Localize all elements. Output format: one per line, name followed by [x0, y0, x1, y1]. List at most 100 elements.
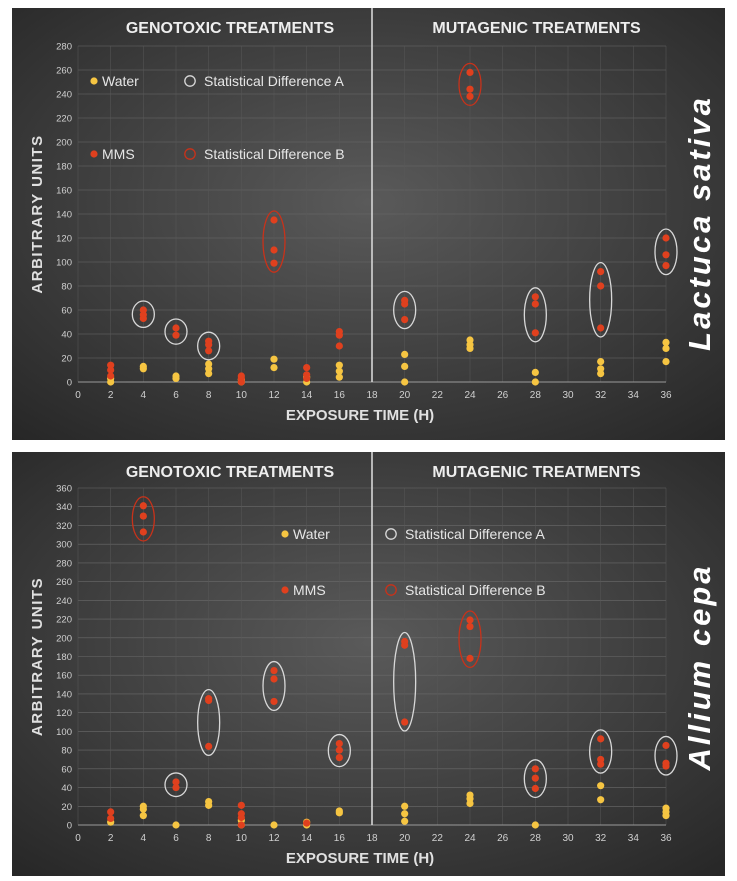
y-tick-label: 320 [56, 521, 72, 532]
x-tick-label: 26 [497, 390, 509, 401]
data-point-mms [597, 268, 605, 276]
data-point-water [662, 804, 670, 812]
x-tick-label: 4 [141, 833, 147, 844]
x-tick-label: 18 [366, 833, 378, 844]
y-tick-label: 260 [56, 66, 72, 77]
x-tick-label: 0 [75, 390, 81, 401]
data-point-mms [139, 306, 147, 314]
data-point-mms [205, 742, 213, 750]
significance-ellipse-a [164, 772, 188, 798]
x-tick-label: 32 [595, 390, 607, 401]
data-point-mms [531, 329, 539, 337]
data-point-water [597, 796, 605, 804]
significance-ellipse-b [458, 62, 482, 107]
data-point-mms [466, 616, 474, 624]
data-point-mms [531, 774, 539, 782]
data-point-mms [172, 778, 180, 786]
x-tick-label: 24 [464, 390, 476, 401]
x-tick-label: 4 [141, 390, 147, 401]
significance-ellipse-a [654, 735, 678, 776]
data-point-water [401, 817, 409, 825]
data-point-mms [237, 372, 245, 380]
y-tick-label: 140 [56, 689, 72, 700]
x-tick-label: 36 [660, 833, 672, 844]
y-tick-label: 180 [56, 652, 72, 663]
x-tick-label: 30 [562, 833, 574, 844]
legend-water-label: Water [102, 73, 139, 89]
data-point-mms [466, 85, 474, 93]
data-point-mms [270, 666, 278, 675]
x-tick-label: 10 [236, 390, 248, 401]
legend-diff-a-marker [184, 75, 196, 87]
data-point-mms [172, 783, 180, 792]
x-tick-label: 16 [334, 390, 346, 401]
y-tick-label: 280 [56, 42, 72, 53]
y-tick-label: 340 [56, 502, 72, 513]
y-tick-label: 80 [61, 282, 72, 293]
data-point-mms [270, 259, 278, 267]
y-tick-label: 60 [61, 306, 72, 317]
data-point-water [335, 367, 343, 375]
data-point-mms [662, 741, 670, 750]
data-point-mms [303, 371, 311, 379]
y-tick-label: 20 [61, 354, 72, 365]
y-tick-label: 220 [56, 114, 72, 125]
significance-ellipse-a [589, 729, 613, 774]
data-point-water [466, 336, 474, 344]
data-point-mms [662, 234, 670, 242]
data-point-mms [466, 92, 474, 100]
x-tick-label: 20 [399, 833, 411, 844]
y-tick-label: 120 [56, 708, 72, 719]
y-tick-label: 160 [56, 671, 72, 682]
y-tick-label: 260 [56, 577, 72, 588]
x-tick-label: 18 [366, 390, 378, 401]
data-point-water [205, 360, 213, 368]
data-point-water [335, 807, 343, 815]
chart-background [12, 452, 725, 876]
data-point-water [662, 358, 670, 366]
data-point-mms [662, 262, 670, 270]
data-point-water [172, 821, 180, 829]
data-point-water [139, 362, 147, 370]
y-tick-label: 220 [56, 615, 72, 626]
x-tick-label: 36 [660, 390, 672, 401]
x-tick-label: 22 [432, 390, 444, 401]
species-label: Allium cepa [682, 564, 717, 772]
section-title-genotoxic: GENOTOXIC TREATMENTS [126, 464, 335, 481]
data-point-mms [107, 814, 115, 823]
data-point-water [270, 364, 278, 372]
y-tick-label: 280 [56, 558, 72, 569]
data-point-mms [597, 324, 605, 332]
data-point-mms [401, 296, 409, 304]
y-tick-label: 0 [67, 821, 72, 832]
scatter-chart-lactuca: GENOTOXIC TREATMENTS MUTAGENIC TREATMENTS… [12, 8, 725, 440]
y-axis-label: ARBITRARY UNITS [29, 577, 46, 736]
legend-mms-label: MMS [102, 146, 135, 162]
section-title-mutagenic: MUTAGENIC TREATMENTS [432, 464, 641, 481]
y-tick-label: 240 [56, 596, 72, 607]
data-point-water [205, 797, 213, 806]
data-point-mms [139, 502, 147, 510]
legend-water-label: Water [293, 526, 330, 542]
data-point-mms [205, 347, 213, 355]
x-tick-label: 16 [334, 833, 346, 844]
significance-ellipse-a [131, 300, 155, 329]
data-point-mms [237, 801, 245, 809]
significance-ellipse-a [523, 287, 547, 343]
x-tick-label: 8 [206, 833, 212, 844]
y-tick-label: 140 [56, 210, 72, 221]
data-point-mms [401, 316, 409, 324]
x-tick-label: 6 [173, 390, 179, 401]
data-point-mms [531, 784, 539, 793]
significance-ellipse-a [589, 261, 613, 338]
data-point-water [401, 802, 409, 810]
x-tick-label: 10 [236, 833, 248, 844]
x-tick-label: 0 [75, 833, 81, 844]
y-tick-label: 100 [56, 727, 72, 738]
data-point-mms [335, 342, 343, 350]
y-tick-label: 100 [56, 258, 72, 269]
y-tick-label: 200 [56, 633, 72, 644]
data-point-mms [172, 331, 180, 339]
data-point-mms [107, 361, 115, 369]
legend-diff-b-marker [184, 148, 196, 160]
